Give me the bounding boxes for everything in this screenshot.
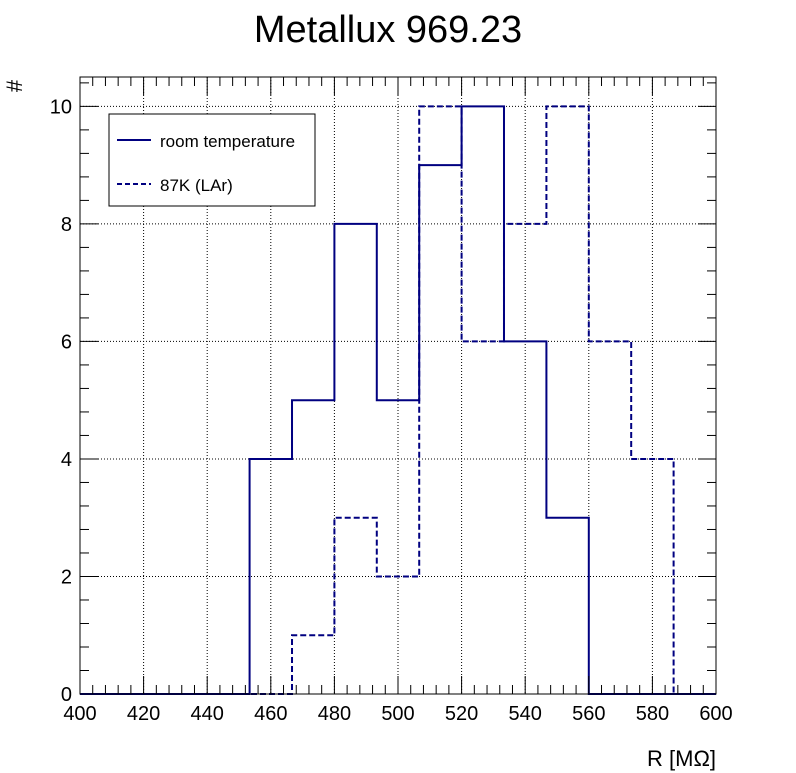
x-tick-label: 560 bbox=[572, 703, 605, 725]
chart-title: Metallux 969.23 bbox=[254, 9, 522, 51]
x-tick-label: 520 bbox=[445, 703, 478, 725]
legend-box bbox=[108, 113, 316, 207]
y-tick-label: 6 bbox=[61, 331, 72, 353]
y-tick-label: 4 bbox=[61, 449, 72, 471]
x-tick-label: 580 bbox=[636, 703, 669, 725]
legend: room temperature 87K (LAr) bbox=[108, 113, 316, 207]
y-tick-label: 2 bbox=[61, 566, 72, 588]
x-tick-label: 500 bbox=[381, 703, 414, 725]
x-tick-label: 600 bbox=[699, 703, 732, 725]
y-tick-labels: 0 2 4 6 8 10 bbox=[50, 96, 72, 706]
x-tick-label: 460 bbox=[254, 703, 287, 725]
x-tick-label: 400 bbox=[63, 703, 96, 725]
x-axis-label: R [MΩ] bbox=[647, 746, 716, 771]
y-tick-label: 8 bbox=[61, 214, 72, 236]
legend-label-87k-lar: 87K (LAr) bbox=[160, 176, 233, 195]
x-tick-label: 440 bbox=[191, 703, 224, 725]
y-axis-label: # bbox=[2, 79, 27, 92]
y-tick-label: 0 bbox=[61, 684, 72, 706]
axis-ticks bbox=[79, 77, 717, 695]
x-tick-label: 480 bbox=[318, 703, 351, 725]
x-tick-label: 540 bbox=[509, 703, 542, 725]
x-tick-label: 420 bbox=[127, 703, 160, 725]
x-tick-labels: 400 420 440 460 480 500 520 540 560 580 600 bbox=[63, 703, 732, 725]
y-tick-label: 10 bbox=[50, 96, 72, 118]
legend-label-room-temperature: room temperature bbox=[160, 132, 295, 151]
